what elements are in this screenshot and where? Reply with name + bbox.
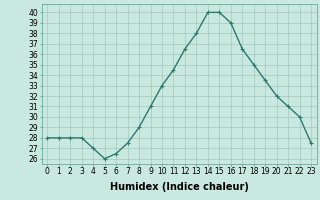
X-axis label: Humidex (Indice chaleur): Humidex (Indice chaleur) [110,182,249,192]
